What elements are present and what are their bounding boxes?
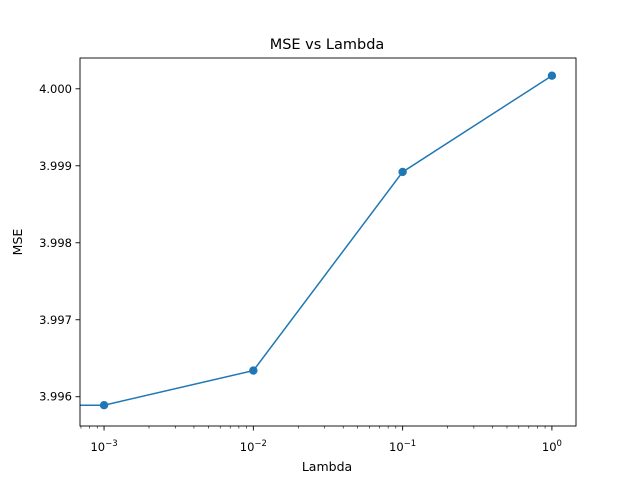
y-tick-label: 4.000 bbox=[39, 82, 72, 96]
axes-frame bbox=[79, 57, 577, 427]
data-point bbox=[547, 71, 557, 80]
data-point bbox=[249, 366, 258, 375]
y-tick-label: 3.999 bbox=[39, 159, 72, 173]
x-tick-label: 10−3 bbox=[90, 439, 117, 454]
x-tick-label: 100 bbox=[542, 439, 562, 454]
data-point bbox=[398, 167, 407, 177]
series-line bbox=[103, 75, 553, 406]
y-tick-label: 3.996 bbox=[39, 390, 72, 404]
y-axis-label: MSE bbox=[10, 229, 25, 256]
x-tick-label: 10−1 bbox=[389, 439, 416, 454]
chart-title: MSE vs Lambda bbox=[270, 37, 385, 53]
data-point bbox=[99, 401, 109, 410]
x-axis-label: Lambda bbox=[302, 459, 352, 474]
plot-area bbox=[80, 71, 557, 410]
x-tick-label: 10−2 bbox=[240, 439, 267, 454]
y-tick-label: 3.998 bbox=[39, 236, 72, 250]
x-axis: 10−3 10−2 10−1 100 bbox=[80, 426, 562, 454]
y-axis: 3.996 3.997 3.998 3.999 4.000 bbox=[39, 82, 80, 404]
y-tick-label: 3.997 bbox=[39, 313, 72, 327]
